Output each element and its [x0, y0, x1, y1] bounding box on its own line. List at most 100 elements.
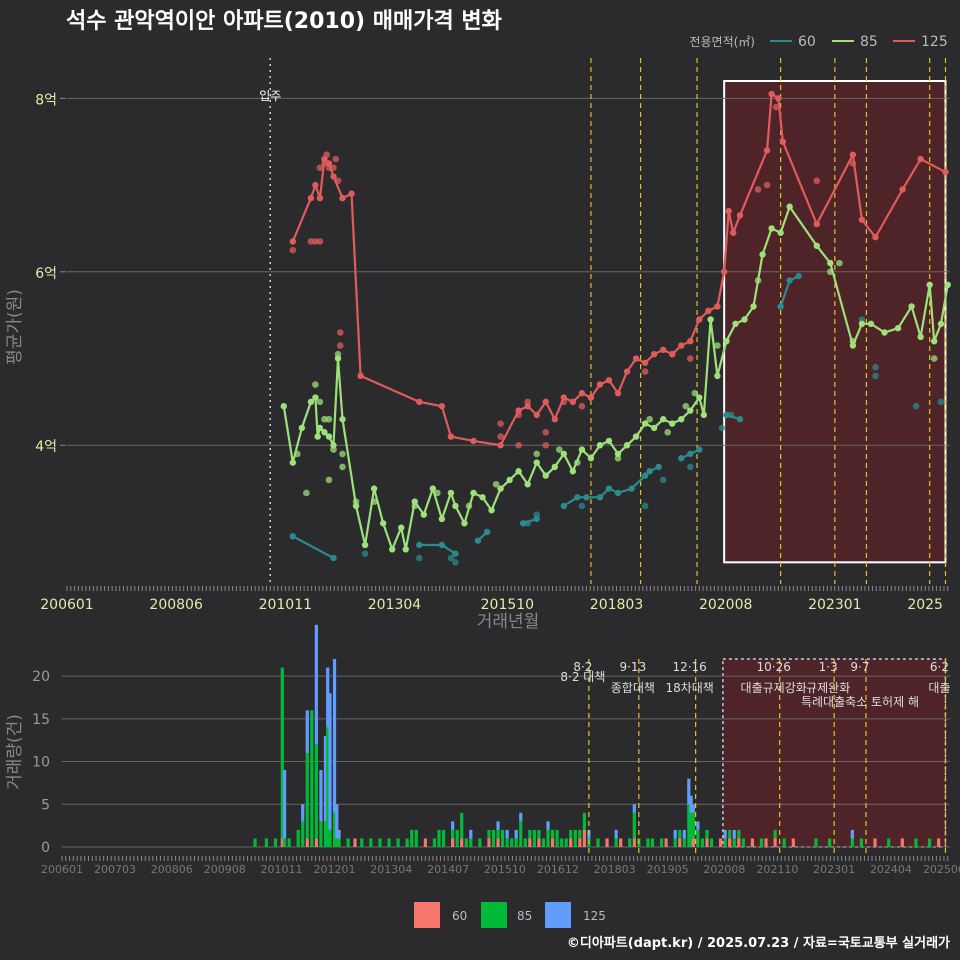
- series-point-85: [707, 316, 714, 323]
- volume-bar-60: [578, 838, 582, 847]
- series-point-85: [700, 411, 708, 419]
- series-point-85: [605, 437, 613, 445]
- volume-bar-125: [723, 829, 727, 839]
- scatter-point-125: [289, 246, 297, 254]
- bar-legend-label-60: 60: [452, 909, 467, 923]
- volume-bar-60: [314, 838, 318, 847]
- volume-bar-125: [314, 624, 318, 745]
- scatter-point-60: [578, 502, 586, 510]
- volume-bar-60: [900, 838, 904, 847]
- volume-bar-85: [319, 821, 323, 847]
- policy-label: 특례대출축소 토허제 해: [801, 695, 919, 709]
- volume-bar-85: [500, 829, 505, 847]
- volume-bar-85: [596, 838, 600, 847]
- series-point-60: [596, 494, 604, 501]
- volume-x-tick-label: 202110: [756, 863, 798, 876]
- series-point-60: [628, 485, 635, 492]
- volume-bar-125: [332, 659, 337, 813]
- scatter-point-125: [763, 181, 771, 189]
- series-point-85: [452, 502, 459, 510]
- scatter-point-85: [316, 398, 324, 406]
- bar-legend-label-85: 85: [517, 909, 532, 923]
- series-point-85: [461, 520, 468, 527]
- series-point-85: [479, 494, 486, 501]
- bottom-legend: 60 85 125: [414, 902, 606, 928]
- series-line-60: [292, 535, 334, 559]
- series-point-125: [641, 359, 649, 367]
- footer-credit: ©디아파트(dapt.kr) / 2025.07.23 / 자료=국토교통부 실…: [567, 935, 950, 951]
- volume-bar-85: [378, 838, 382, 847]
- volume-bar-125: [451, 821, 455, 830]
- legend-label-125: 125: [921, 34, 948, 50]
- scatter-point-60: [718, 424, 726, 432]
- series-point-85: [714, 372, 721, 380]
- volume-bar-125: [335, 804, 339, 839]
- volume-chart: 0 5 10 15 20 8·28·2 대책 9·13 종합대책 12·16 18차대책 10·26…: [32, 624, 960, 876]
- volume-bar-125: [546, 821, 550, 830]
- volume-bar-85: [850, 838, 854, 847]
- volume-bar-85: [280, 667, 284, 839]
- scatter-point-85: [714, 342, 721, 349]
- series-point-85: [908, 303, 915, 310]
- volume-bar-125: [682, 829, 686, 839]
- volume-bar-85: [264, 838, 268, 847]
- volume-bar-60: [582, 829, 586, 847]
- series-point-125: [678, 342, 685, 349]
- volume-x-tick-label: 200601: [41, 863, 83, 876]
- scatter-point-85: [930, 355, 938, 362]
- volume-bar-85: [537, 829, 541, 839]
- series-point-85: [881, 329, 888, 336]
- series-point-85: [334, 355, 342, 362]
- series-point-85: [596, 442, 604, 449]
- volume-bar-85: [455, 829, 459, 847]
- volume-bar-85: [487, 829, 491, 839]
- volume-bar-60: [305, 838, 309, 847]
- series-point-85: [587, 455, 595, 462]
- series-point-85: [759, 251, 766, 258]
- volume-bar-60: [632, 838, 636, 847]
- series-point-85: [560, 450, 568, 458]
- volume-bar-125: [328, 693, 332, 830]
- volume-x-tick-label: 201304: [370, 863, 412, 876]
- series-point-125: [312, 181, 319, 189]
- scatter-point-60: [641, 502, 649, 510]
- series-point-85: [398, 524, 405, 531]
- series-point-125: [524, 403, 531, 410]
- series-point-85: [533, 459, 540, 466]
- series-point-125: [725, 207, 732, 215]
- policy-label: 규제완화: [806, 681, 850, 695]
- price-chart: 4억 6억 8억 200601 200806 201011 201304 201510 2018…: [35, 58, 951, 613]
- series-point-125: [768, 90, 775, 98]
- volume-bar-85: [569, 829, 573, 839]
- volume-bar-125: [282, 770, 287, 839]
- top-legend: 전용면적(㎡) 60 85 125: [689, 34, 947, 50]
- series-point-125: [515, 407, 522, 414]
- scatter-point-85: [646, 415, 653, 423]
- volume-bar-85: [532, 829, 536, 847]
- scatter-point-85: [321, 415, 328, 423]
- volume-bar-60: [451, 838, 455, 847]
- volume-bar-60: [528, 838, 532, 847]
- volume-bar-85: [478, 838, 482, 847]
- series-point-85: [650, 424, 658, 432]
- scatter-point-125: [578, 402, 586, 410]
- volume-bar-85: [546, 829, 550, 847]
- volume-bar-125: [319, 770, 323, 822]
- volume-bar-85: [287, 838, 291, 847]
- series-point-125: [942, 168, 949, 176]
- x-tick-label: 201803: [590, 597, 643, 613]
- series-point-60: [519, 520, 527, 527]
- series-point-125: [775, 95, 782, 102]
- volume-bar-85: [328, 829, 332, 847]
- volume-bar-85: [528, 829, 532, 839]
- series-point-125: [289, 238, 297, 245]
- scatter-point-125: [686, 355, 694, 362]
- volume-bar-85: [887, 838, 891, 847]
- volume-bar-85: [573, 829, 577, 847]
- series-point-125: [321, 155, 328, 163]
- series-point-125: [348, 190, 355, 197]
- volume-bar-85: [682, 838, 686, 847]
- series-point-85: [524, 481, 531, 488]
- series-point-85: [470, 489, 477, 497]
- volume-bar-125: [305, 710, 309, 753]
